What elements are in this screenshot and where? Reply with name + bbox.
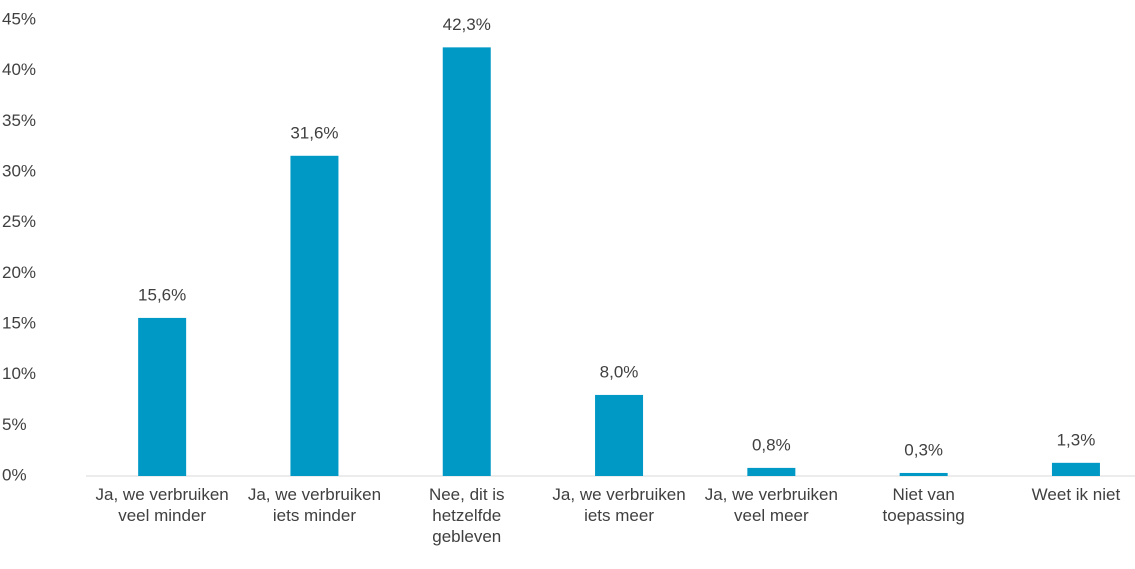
data-label: 15,6% bbox=[138, 285, 186, 304]
y-tick-label: 0% bbox=[2, 465, 27, 484]
bar bbox=[1051, 462, 1100, 476]
x-tick-label: Ja, we verbruiken iets meer bbox=[552, 485, 686, 525]
y-tick-label: 45% bbox=[2, 9, 36, 28]
data-label: 1,3% bbox=[1057, 430, 1096, 449]
bar bbox=[595, 394, 644, 476]
data-label: 0,8% bbox=[752, 435, 791, 454]
y-tick-label: 20% bbox=[2, 263, 36, 282]
y-tick-label: 25% bbox=[2, 212, 36, 231]
y-tick-label: 10% bbox=[2, 364, 36, 383]
x-tick-label: Niet van toepassing bbox=[882, 485, 965, 525]
x-tick-label: Ja, we verbruiken veel meer bbox=[704, 485, 838, 525]
y-tick-label: 30% bbox=[2, 161, 36, 180]
data-label: 31,6% bbox=[290, 123, 338, 142]
bar bbox=[290, 155, 339, 476]
bar bbox=[899, 472, 948, 476]
x-tick-label: Weet ik niet bbox=[1031, 485, 1121, 504]
y-tick-label: 15% bbox=[2, 313, 36, 332]
y-tick-label: 5% bbox=[2, 415, 27, 434]
y-tick-label: 40% bbox=[2, 60, 36, 79]
x-tick-label: Nee, dit is hetzelfde gebleven bbox=[428, 485, 505, 546]
x-tick-label: Ja, we verbruiken iets minder bbox=[247, 485, 382, 525]
data-label: 42,3% bbox=[443, 15, 491, 34]
x-tick-label: Ja, we verbruiken veel minder bbox=[95, 485, 229, 525]
bar bbox=[442, 47, 491, 477]
y-tick-label: 35% bbox=[2, 111, 36, 130]
bar bbox=[747, 467, 796, 476]
bar bbox=[138, 317, 187, 476]
data-label: 0,3% bbox=[904, 440, 943, 459]
data-label: 8,0% bbox=[600, 362, 639, 381]
